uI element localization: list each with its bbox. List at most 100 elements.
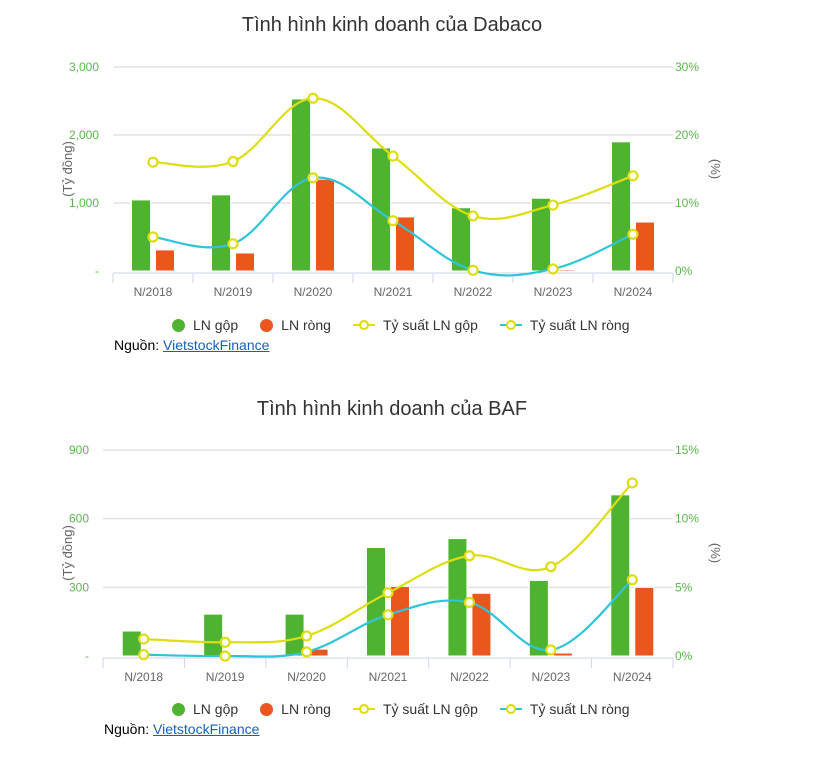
legend-dot-icon: [172, 318, 185, 332]
legend-item-net-profit[interactable]: LN ròng: [260, 317, 331, 333]
line-net-margin-point: [219, 650, 231, 662]
line-net-margin-point: [467, 264, 479, 276]
y2-tick-label: 10%: [675, 512, 699, 526]
legend-dot-icon: [172, 702, 185, 716]
y2-tick-label: 30%: [675, 60, 699, 74]
bar-net-profit: [635, 221, 655, 272]
line-gross-margin-point: [467, 210, 479, 222]
legend: LN gộp LN ròng Tỷ suất LN gộp Tỷ suất LN…: [172, 701, 652, 717]
x-tick-label: N/2020: [287, 670, 326, 684]
bar-gross-profit: [447, 538, 468, 657]
legend-item-gross-profit[interactable]: LN gộp: [172, 317, 238, 333]
legend-label: LN ròng: [281, 701, 331, 717]
bar-net-profit: [634, 586, 655, 657]
x-tick-label: N/2021: [369, 670, 408, 684]
x-tick-label: N/2018: [134, 285, 173, 299]
bar-gross-profit: [203, 613, 224, 657]
legend-line-marker-icon: [499, 703, 522, 715]
legend-line-marker-icon: [352, 319, 375, 331]
line-gross-margin-point: [147, 156, 159, 168]
legend-label: Tỷ suất LN gộp: [382, 317, 478, 333]
bar-gross-profit: [291, 98, 311, 272]
y2-tick-label: 0%: [675, 649, 693, 663]
y2-tick-label: 15%: [675, 443, 699, 457]
x-tick-label: N/2021: [374, 285, 413, 299]
source-note: Nguồn: VietstockFinance: [114, 337, 269, 353]
line-gross-margin-point: [138, 633, 150, 645]
bar-net-profit: [552, 652, 573, 657]
bar-gross-profit: [366, 547, 386, 657]
x-tick-label: N/2020: [294, 285, 333, 299]
y-tick-label: 600: [69, 512, 89, 526]
line-net-margin-point: [547, 263, 559, 275]
bar-gross-profit: [611, 141, 631, 272]
legend-item-net-margin[interactable]: Tỷ suất LN ròng: [499, 701, 630, 717]
line-net-margin-point: [545, 644, 557, 656]
x-tick-label: N/2019: [206, 670, 245, 684]
line-gross-margin-point: [219, 636, 231, 648]
legend-item-net-margin[interactable]: Tỷ suất LN ròng: [499, 317, 630, 333]
line-net-margin-point: [463, 596, 476, 609]
y2-axis-title: (%): [708, 543, 723, 563]
legend-label: Tỷ suất LN ròng: [529, 701, 630, 717]
x-tick-label: N/2023: [532, 670, 571, 684]
chart-baf: Tình hình kinh doanh của BAF - 0% 300 5% 600…: [0, 385, 818, 762]
source-link[interactable]: VietstockFinance: [163, 337, 270, 353]
x-tick-label: N/2024: [613, 670, 652, 684]
x-tick-label: N/2023: [534, 285, 573, 299]
x-tick-label: N/2022: [454, 285, 493, 299]
legend-item-gross-margin[interactable]: Tỷ suất LN gộp: [352, 317, 478, 333]
bar-gross-profit: [121, 630, 142, 657]
source-link[interactable]: VietstockFinance: [153, 721, 260, 737]
x-tick-label: N/2019: [214, 285, 253, 299]
legend-item-gross-margin[interactable]: Tỷ suất LN gộp: [352, 701, 478, 717]
line-net-margin-point: [627, 228, 639, 240]
bar-gross-profit: [211, 194, 231, 272]
line-net-margin-point: [626, 574, 638, 586]
legend-label: Tỷ suất LN ròng: [529, 317, 630, 333]
legend-label: LN gộp: [193, 317, 239, 333]
line-gross-margin-point: [387, 150, 399, 162]
bar-gross-profit: [528, 579, 549, 657]
legend-label: LN ròng: [281, 317, 331, 333]
legend-line-marker-icon: [499, 319, 522, 331]
chart-title: Tình hình kinh doanh của BAF: [256, 398, 528, 420]
line-net-margin-point: [300, 646, 313, 658]
x-tick-label: N/2022: [450, 670, 489, 684]
legend-item-gross-profit[interactable]: LN gộp: [172, 701, 238, 717]
line-net-margin-point: [147, 231, 159, 243]
bar-net-profit: [315, 178, 335, 272]
legend-dot-icon: [260, 702, 274, 716]
y2-tick-label: 0%: [675, 264, 693, 278]
legend-label: LN gộp: [193, 701, 239, 717]
line-net-margin-point: [387, 215, 399, 227]
line-net-margin-point: [138, 649, 150, 661]
line-gross-margin-point: [227, 155, 239, 168]
y2-tick-label: 10%: [675, 196, 699, 210]
line-net-margin-point: [382, 609, 394, 621]
legend-label: Tỷ suất LN gộp: [382, 701, 478, 717]
x-tick-label: N/2024: [614, 285, 653, 299]
y-tick-label: 1,000: [69, 196, 99, 210]
bar-net-profit: [155, 249, 175, 272]
chart-dabaco: Tình hình kinh doanh của Dabaco - 0% 1,000…: [0, 0, 818, 380]
bar-net-profit: [390, 585, 410, 657]
x-tick-label: N/2018: [124, 670, 163, 684]
y2-axis-title: (%): [708, 159, 723, 179]
y-tick-label: -: [95, 264, 99, 278]
line-gross-margin-point: [307, 92, 319, 104]
legend-line-marker-icon: [352, 703, 375, 715]
bar-gross-profit: [610, 494, 631, 657]
y-axis-title: (Tỷ đồng): [60, 141, 75, 197]
line-gross-margin-point: [463, 550, 476, 562]
y-tick-label: 300: [69, 580, 89, 594]
source-label: Nguồn:: [114, 337, 160, 353]
line-net-margin-point: [227, 238, 239, 250]
plot-area: - 0% 300 5% 600 10% 900 15% (Tỷ đồng) (%) N/2018 N/…: [60, 443, 723, 684]
y-tick-label: -: [85, 649, 89, 663]
bar-net-profit: [235, 252, 255, 272]
y-axis-title: (Tỷ đồng): [60, 525, 75, 581]
y-tick-label: 900: [69, 443, 89, 457]
legend-item-net-profit[interactable]: LN ròng: [260, 701, 331, 717]
line-gross-margin-point: [545, 561, 557, 573]
